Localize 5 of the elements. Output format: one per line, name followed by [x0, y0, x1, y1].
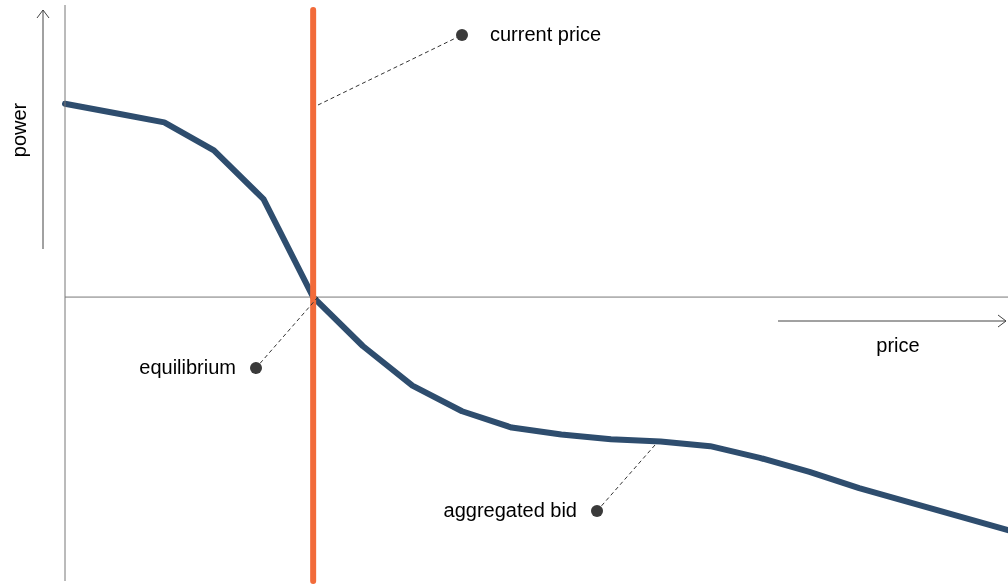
annotation: aggregated bid	[443, 498, 577, 521]
y-axis-title: power	[7, 102, 30, 158]
annotation: equilibrium	[139, 355, 236, 378]
text: current price	[490, 22, 602, 45]
x-axis-title: price	[876, 333, 920, 356]
